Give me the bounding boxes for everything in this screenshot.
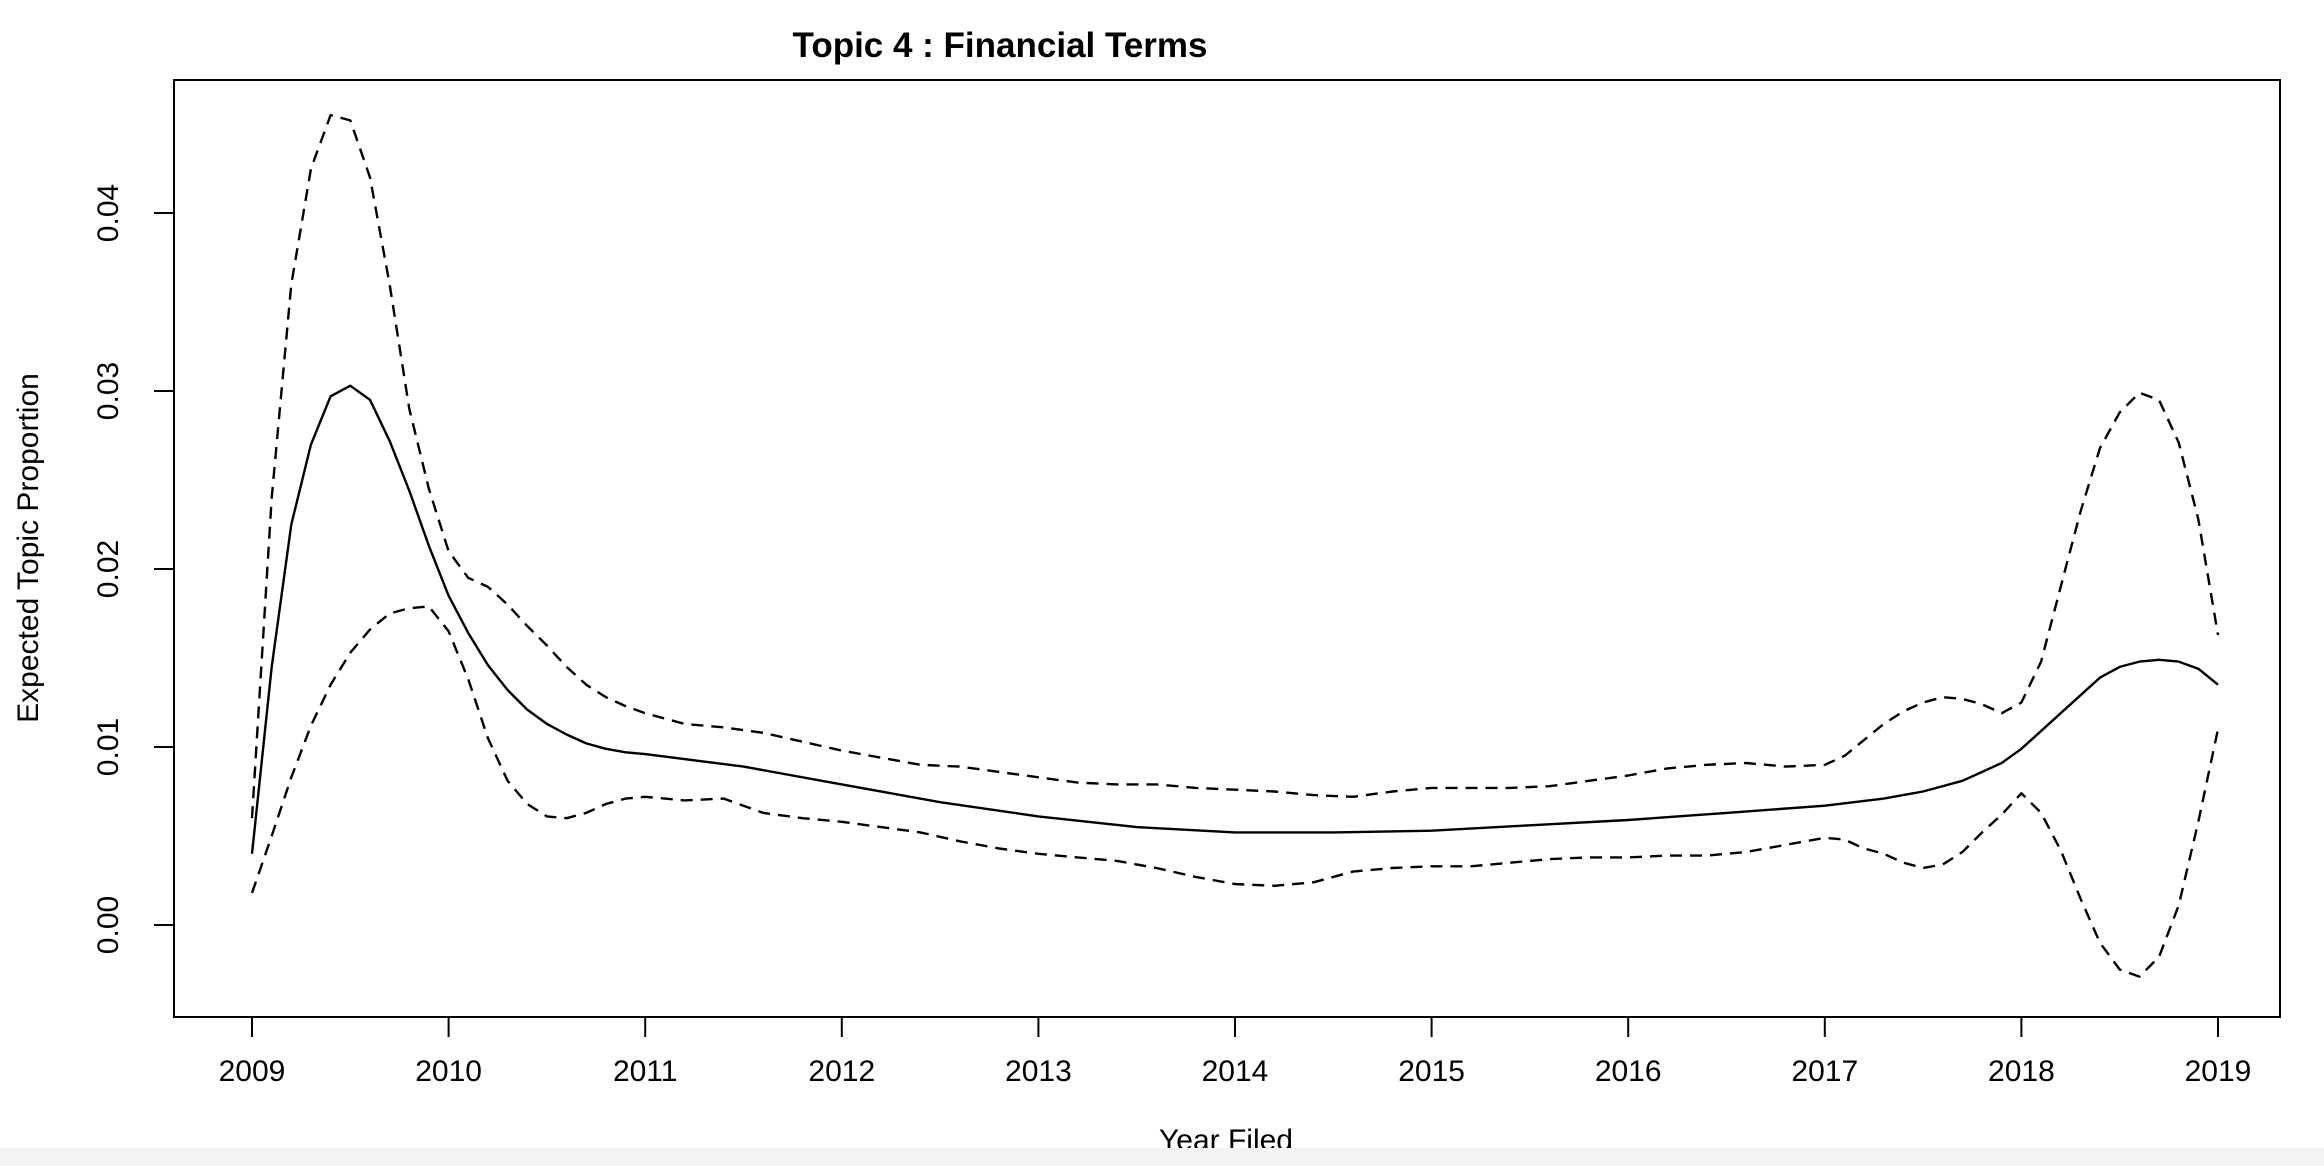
series-lines [250,113,2220,978]
x-tick-label: 2010 [415,1055,482,1088]
upper-confidence-line [250,113,2220,819]
y-tick-label: 0.03 [92,362,125,420]
y-axis-label: Expected Topic Proportion [12,373,45,723]
x-tick-label: 2014 [1202,1055,1269,1088]
x-tick-label: 2009 [219,1055,286,1088]
y-axis: 0.00 0.01 0.02 0.03 0.04 [92,184,175,954]
x-tick-label: 2016 [1595,1055,1662,1088]
x-tick-label: 2017 [1791,1055,1858,1088]
y-tick-label: 0.02 [92,540,125,598]
plot-frame [173,79,2281,1018]
y-tick-label: 0.00 [92,896,125,954]
bottom-band [0,1148,2324,1166]
lower-confidence-line [250,605,2220,978]
x-tick-label: 2012 [808,1055,875,1088]
chart-title: Topic 4 : Financial Terms [793,26,1208,65]
x-axis: 2009 2010 2011 2012 2013 2014 2015 2016 2017 2018… [219,1016,2252,1088]
x-tick-label: 2011 [613,1055,678,1088]
y-tick-label: 0.01 [92,718,125,776]
y-tick-label: 0.04 [92,184,125,242]
x-tick-label: 2019 [2185,1055,2252,1088]
mean-estimate-line [250,384,2219,854]
x-tick-label: 2015 [1398,1055,1465,1088]
x-tick-label: 2018 [1988,1055,2055,1088]
x-tick-label: 2013 [1005,1055,1072,1088]
